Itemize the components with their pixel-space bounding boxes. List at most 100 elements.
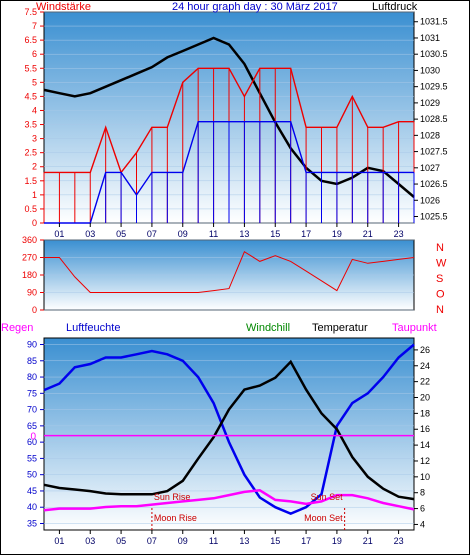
y-right-tick-label: 1031 [420,33,440,43]
y-tick-label: 180 [22,270,37,280]
y-right-tick-label: 1027 [420,163,440,173]
y-right-tick-label: 1029.5 [420,82,448,92]
x-tick-label: 03 [85,536,95,546]
y-left-tick-label: 45 [27,486,37,496]
legend-luftfeuchte: Luftfeuchte [66,322,120,334]
legend-windchill: Windchill [246,322,290,334]
y-tick-label: 270 [22,253,37,263]
y-right-tick-label: 16 [420,424,430,434]
x-tick-label: 09 [178,536,188,546]
y-right-tick-label: 24 [420,361,430,371]
y-left-tick-label: 65 [27,421,37,431]
x-tick-label: 15 [270,229,280,239]
y-left-tick-label: 90 [27,340,37,350]
wind-direction-series [44,250,415,293]
series-line-temperatur [43,359,415,501]
y-right-tick-label: 1028 [420,130,440,140]
y-right-tick-label: 1030.5 [420,49,448,59]
y-left-tick-label: 5.5 [24,63,37,73]
y-right-tick-label: 1030 [420,65,440,75]
y-right-tick-label: 1026 [420,195,440,205]
x-tick-label: 07 [147,229,157,239]
x-tick-label: 01 [54,229,64,239]
y-right-tick-label: 1028.5 [420,114,448,124]
y-left-tick-label: 1.5 [24,176,37,186]
chart-title: 24 hour graph day : 30 März 2017 [172,1,338,13]
y-right-tick-label: 22 [420,377,430,387]
x-tick-label: 11 [209,536,218,546]
y-left-tick-label: 2.5 [24,148,37,158]
y-left-tick-label: 50 [27,470,37,480]
compass-label: N [436,304,444,316]
x-tick-label: 11 [209,229,218,239]
y-left-tick-label: 60 [27,437,37,447]
sun-annotation: Sun Set [311,492,344,502]
moon-annotation: Moon Rise [154,513,197,523]
y-left-tick-label: 6.5 [24,35,37,45]
compass-label: S [436,273,443,285]
x-tick-label: 07 [147,536,157,546]
series-line-luftfeuchte [43,343,415,516]
y-left-tick-label: 85 [27,356,37,366]
y-right-tick-label: 1025.5 [420,212,448,222]
y-left-tick-label: 3 [32,134,37,144]
legend-taupunkt: Taupunkt [392,322,437,334]
y-left-tick-label: 3.5 [24,120,37,130]
y-left-tick-label: 0 [32,218,37,228]
y-left-tick-label: 6 [32,49,37,59]
y-right-tick-label: 8 [420,488,425,498]
x-tick-label: 05 [116,536,126,546]
series-line-windrichtung [44,250,415,293]
temp-humidity-plot-area [43,337,415,531]
y-right-tick-label: 18 [420,408,430,418]
y-left-tick-label: 80 [27,372,37,382]
y-right-tick-label: 6 [420,504,425,514]
x-tick-label: 09 [178,229,188,239]
x-tick-label: 21 [363,536,373,546]
x-tick-label: 03 [85,229,95,239]
compass-label: W [436,258,447,270]
y-left-tick-label: 70 [27,405,37,415]
y-left-tick-label: 4 [32,105,37,115]
wind-axis-title: Windstärke [36,1,91,13]
y-left-tick-label: 4.5 [24,91,37,101]
x-tick-label: 17 [301,536,311,546]
moon-annotation: Moon Set [304,513,343,523]
pressure-axis-title: Luftdruck [372,1,418,13]
y-left-tick-label: 5 [32,77,37,87]
x-tick-label: 23 [394,536,404,546]
y-left-tick-label: 7.5 [24,7,37,17]
legend-temperatur: Temperatur [312,322,368,334]
wind-pressure-axes: 0 0.5 1 1.5 2 2.5 3 3.5 4 4.5 5 5.5 6 6.5 7 7.5 1025.5 10… [24,7,447,239]
y-left-tick-label: 7 [32,21,37,31]
x-tick-label: 15 [270,536,280,546]
x-tick-label: 21 [363,229,373,239]
wind-pressure-series [43,36,415,224]
y-right-tick-label: 12 [420,456,430,466]
y-tick-label: 90 [27,288,37,298]
y-right-tick-label: 14 [420,440,430,450]
y-right-tick-label: 10 [420,472,430,482]
y-tick-label: 0 [32,305,37,315]
y-tick-label: 360 [22,235,37,245]
y-left-tick-label: 75 [27,388,37,398]
x-tick-label: 05 [116,229,126,239]
legend-regen: Regen [1,322,33,334]
series-line-taupunkt [43,489,415,512]
y-right-tick-label: 26 [420,345,430,355]
x-tick-label: 17 [301,229,311,239]
x-tick-label: 13 [239,536,249,546]
y-right-tick-label: 20 [420,393,430,403]
y-left-tick-label: 2 [32,162,37,172]
wind-direction-grid [44,239,414,311]
x-tick-label: 19 [332,536,342,546]
y-right-tick-label: 1031.5 [420,17,448,27]
x-tick-label: 13 [239,229,249,239]
x-tick-label: 19 [332,229,342,239]
y-left-tick-label: 55 [27,453,37,463]
temp-humidity-series: Sun Rise Moon Rise Sun Set Moon Set [43,343,415,530]
y-right-tick-label: 4 [420,519,425,529]
